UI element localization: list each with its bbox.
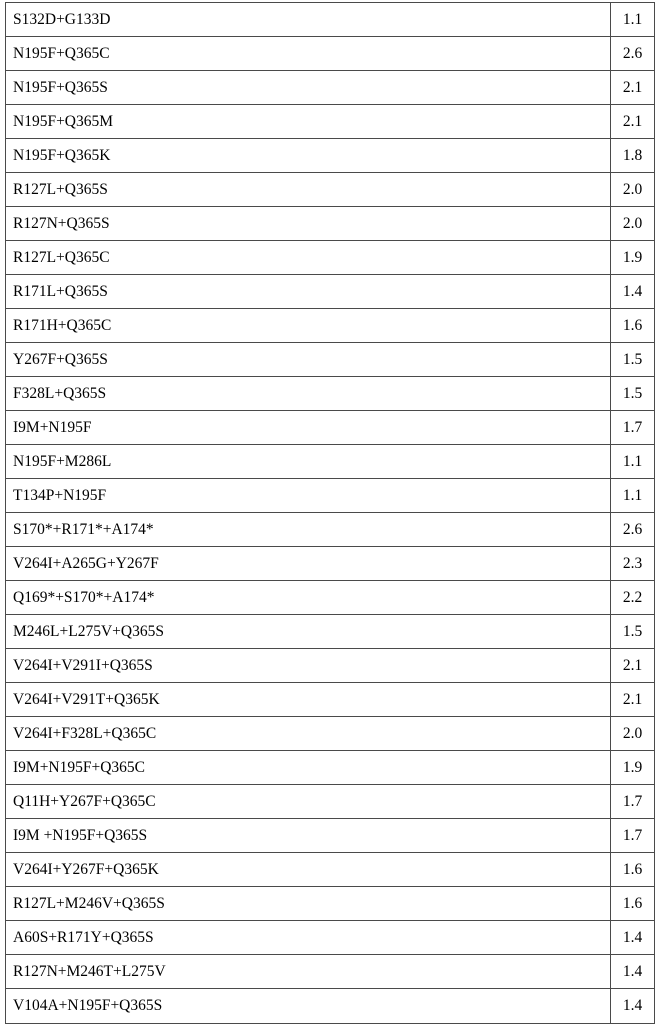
cell-value: 1.4 <box>611 955 655 989</box>
cell-value: 2.2 <box>611 581 655 615</box>
cell-variant: R127L+Q365S <box>6 173 611 207</box>
table-row: N195F+Q365S2.1 <box>6 71 655 105</box>
cell-variant: V264I+Y267F+Q365K <box>6 853 611 887</box>
cell-variant: R171H+Q365C <box>6 309 611 343</box>
cell-value: 1.9 <box>611 241 655 275</box>
cell-value: 2.6 <box>611 513 655 547</box>
cell-variant: N195F+M286L <box>6 445 611 479</box>
table-row: V264I+V291T+Q365K2.1 <box>6 683 655 717</box>
cell-value: 2.1 <box>611 649 655 683</box>
table-row: V264I+V291I+Q365S2.1 <box>6 649 655 683</box>
table-row: R127L+Q365C1.9 <box>6 241 655 275</box>
variant-table-body: S132D+G133D1.1N195F+Q365C2.6N195F+Q365S2… <box>6 3 655 1024</box>
cell-variant: F328L+Q365S <box>6 377 611 411</box>
cell-variant: S132D+G133D <box>6 3 611 37</box>
cell-value: 1.4 <box>611 989 655 1024</box>
cell-variant: Q11H+Y267F+Q365C <box>6 785 611 819</box>
table-row: R127N+Q365S2.0 <box>6 207 655 241</box>
table-row: V264I+F328L+Q365C2.0 <box>6 717 655 751</box>
cell-value: 1.7 <box>611 411 655 445</box>
cell-variant: R171L+Q365S <box>6 275 611 309</box>
cell-variant: N195F+Q365S <box>6 71 611 105</box>
table-row: I9M+N195F1.7 <box>6 411 655 445</box>
table-row: N195F+M286L1.1 <box>6 445 655 479</box>
variant-table: S132D+G133D1.1N195F+Q365C2.6N195F+Q365S2… <box>5 2 655 1024</box>
cell-variant: Y267F+Q365S <box>6 343 611 377</box>
cell-value: 1.9 <box>611 751 655 785</box>
cell-variant: R127L+M246V+Q365S <box>6 887 611 921</box>
table-row: R127L+M246V+Q365S1.6 <box>6 887 655 921</box>
cell-variant: I9M+N195F <box>6 411 611 445</box>
document-page: S132D+G133D1.1N195F+Q365C2.6N195F+Q365S2… <box>0 0 659 1000</box>
cell-value: 1.5 <box>611 343 655 377</box>
table-row: Q11H+Y267F+Q365C1.7 <box>6 785 655 819</box>
cell-value: 1.7 <box>611 819 655 853</box>
table-row: Y267F+Q365S1.5 <box>6 343 655 377</box>
cell-value: 1.6 <box>611 853 655 887</box>
cell-variant: V264I+F328L+Q365C <box>6 717 611 751</box>
cell-variant: I9M +N195F+Q365S <box>6 819 611 853</box>
table-row: T134P+N195F1.1 <box>6 479 655 513</box>
cell-value: 1.6 <box>611 887 655 921</box>
cell-value: 1.1 <box>611 479 655 513</box>
cell-value: 1.6 <box>611 309 655 343</box>
cell-value: 2.1 <box>611 105 655 139</box>
cell-variant: R127L+Q365C <box>6 241 611 275</box>
cell-variant: V264I+A265G+Y267F <box>6 547 611 581</box>
table-row: N195F+Q365M2.1 <box>6 105 655 139</box>
cell-value: 1.1 <box>611 3 655 37</box>
table-row: R127L+Q365S2.0 <box>6 173 655 207</box>
table-row: I9M +N195F+Q365S1.7 <box>6 819 655 853</box>
cell-value: 2.1 <box>611 683 655 717</box>
table-row: M246L+L275V+Q365S1.5 <box>6 615 655 649</box>
cell-value: 1.8 <box>611 139 655 173</box>
cell-value: 1.1 <box>611 445 655 479</box>
cell-variant: A60S+R171Y+Q365S <box>6 921 611 955</box>
table-row: S132D+G133D1.1 <box>6 3 655 37</box>
table-row: R171H+Q365C1.6 <box>6 309 655 343</box>
cell-value: 2.1 <box>611 71 655 105</box>
cell-value: 2.0 <box>611 717 655 751</box>
table-row: N195F+Q365K1.8 <box>6 139 655 173</box>
table-row: R127N+M246T+L275V1.4 <box>6 955 655 989</box>
table-row: I9M+N195F+Q365C1.9 <box>6 751 655 785</box>
table-row: S170*+R171*+A174*2.6 <box>6 513 655 547</box>
cell-value: 1.4 <box>611 275 655 309</box>
cell-variant: R127N+Q365S <box>6 207 611 241</box>
cell-value: 2.3 <box>611 547 655 581</box>
cell-variant: T134P+N195F <box>6 479 611 513</box>
cell-variant: N195F+Q365M <box>6 105 611 139</box>
table-row: F328L+Q365S1.5 <box>6 377 655 411</box>
table-row: Q169*+S170*+A174*2.2 <box>6 581 655 615</box>
cell-value: 2.0 <box>611 207 655 241</box>
table-row: V104A+N195F+Q365S1.4 <box>6 989 655 1024</box>
table-row: R171L+Q365S1.4 <box>6 275 655 309</box>
table-row: N195F+Q365C2.6 <box>6 37 655 71</box>
cell-variant: M246L+L275V+Q365S <box>6 615 611 649</box>
cell-value: 2.0 <box>611 173 655 207</box>
cell-variant: V264I+V291I+Q365S <box>6 649 611 683</box>
cell-value: 1.4 <box>611 921 655 955</box>
cell-value: 1.5 <box>611 377 655 411</box>
cell-variant: S170*+R171*+A174* <box>6 513 611 547</box>
cell-variant: Q169*+S170*+A174* <box>6 581 611 615</box>
table-row: A60S+R171Y+Q365S1.4 <box>6 921 655 955</box>
cell-variant: R127N+M246T+L275V <box>6 955 611 989</box>
table-row: V264I+Y267F+Q365K1.6 <box>6 853 655 887</box>
cell-variant: N195F+Q365C <box>6 37 611 71</box>
cell-variant: N195F+Q365K <box>6 139 611 173</box>
cell-value: 2.6 <box>611 37 655 71</box>
cell-value: 1.7 <box>611 785 655 819</box>
cell-variant: I9M+N195F+Q365C <box>6 751 611 785</box>
cell-variant: V104A+N195F+Q365S <box>6 989 611 1024</box>
table-row: V264I+A265G+Y267F2.3 <box>6 547 655 581</box>
cell-value: 1.5 <box>611 615 655 649</box>
cell-variant: V264I+V291T+Q365K <box>6 683 611 717</box>
